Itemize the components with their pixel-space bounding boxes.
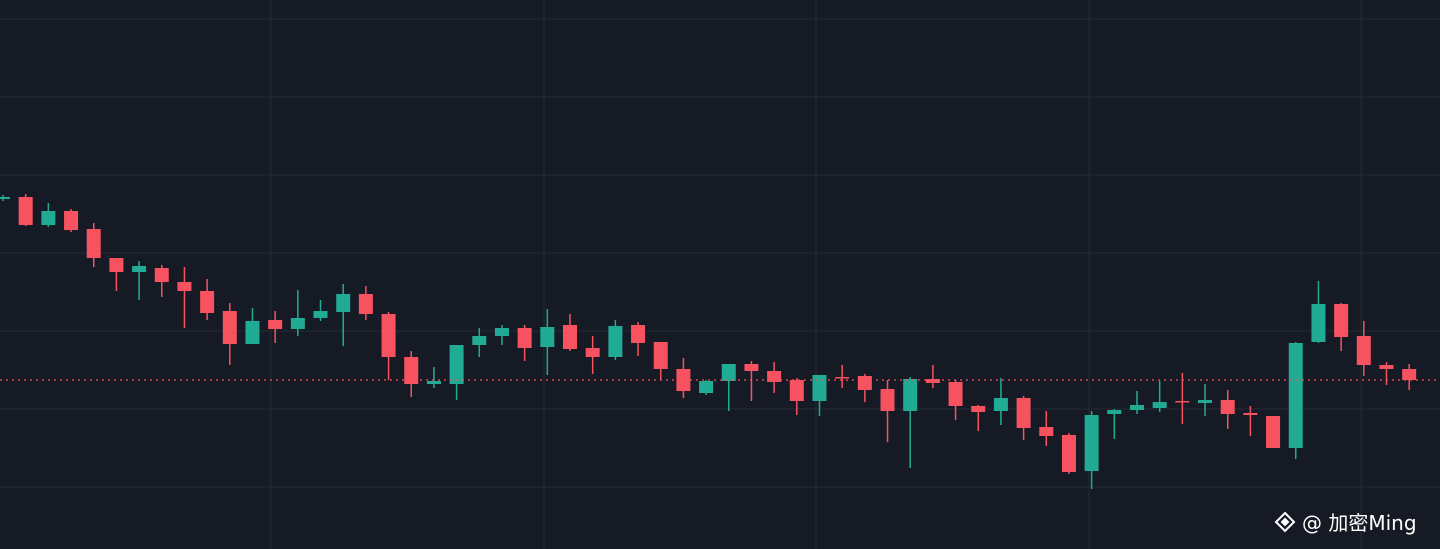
candle-body: [18, 197, 33, 225]
candle-body: [880, 389, 895, 411]
candle-body: [109, 258, 124, 272]
candle-body: [948, 382, 963, 406]
candle-body: [86, 229, 101, 258]
watermark-icon: [1274, 511, 1296, 533]
candle-body: [1061, 435, 1076, 472]
candle-body: [608, 326, 623, 357]
candle-body: [812, 375, 827, 401]
candle-body: [336, 294, 351, 312]
candle-body: [653, 342, 668, 369]
candle-body: [1379, 365, 1394, 369]
candle-body: [1220, 400, 1235, 414]
candle-body: [358, 294, 373, 314]
candle-body: [472, 336, 487, 345]
candle-body: [835, 377, 850, 379]
candle-body: [313, 311, 328, 318]
candle-body: [857, 376, 872, 390]
candle-body: [1266, 416, 1281, 448]
watermark: @ 加密Ming: [1274, 511, 1417, 535]
candle-body: [744, 364, 759, 371]
candle-body: [41, 211, 56, 225]
candle-body: [1152, 402, 1167, 408]
candle-body: [676, 369, 691, 391]
candle-body: [1107, 410, 1122, 414]
candle-body: [925, 379, 940, 383]
candle-body: [1243, 413, 1258, 415]
candle-body: [1288, 343, 1303, 448]
watermark-text: @ 加密Ming: [1302, 511, 1417, 535]
candle-body: [1084, 415, 1099, 471]
candle-body: [903, 379, 918, 411]
candle-body: [449, 345, 464, 384]
candle-body: [426, 381, 441, 384]
candle-body: [64, 211, 79, 230]
candle-body: [177, 282, 192, 291]
candle-body: [245, 321, 260, 344]
candle-body: [971, 406, 986, 412]
candle-body: [1130, 405, 1144, 410]
candle-body: [993, 398, 1008, 411]
candle-body: [1334, 304, 1349, 337]
candle-body: [585, 348, 600, 357]
candle-body: [699, 381, 714, 393]
candle-body: [789, 380, 804, 401]
candle-body: [381, 314, 396, 357]
candles: [0, 194, 1417, 489]
candle-body: [404, 357, 419, 384]
candle-body: [1175, 401, 1190, 403]
candle-body: [268, 320, 283, 329]
candle-body: [154, 268, 169, 282]
candle-body: [721, 364, 736, 381]
candle-body: [1402, 369, 1417, 380]
candle-body: [132, 266, 147, 272]
candle-body: [1311, 304, 1326, 342]
candle-body: [290, 318, 305, 329]
candle-body: [1198, 400, 1213, 403]
candle-body: [517, 328, 532, 348]
candle-body: [631, 325, 646, 343]
candle-body: [1356, 336, 1371, 365]
candle-body: [222, 311, 237, 344]
candle-body: [200, 291, 215, 313]
candle-body: [540, 327, 555, 347]
candle-body: [1016, 398, 1031, 428]
candle-body: [563, 325, 577, 349]
candle-body: [0, 197, 10, 199]
candle-body: [1039, 427, 1054, 436]
candle-body: [767, 371, 782, 382]
candle-body: [494, 328, 509, 336]
